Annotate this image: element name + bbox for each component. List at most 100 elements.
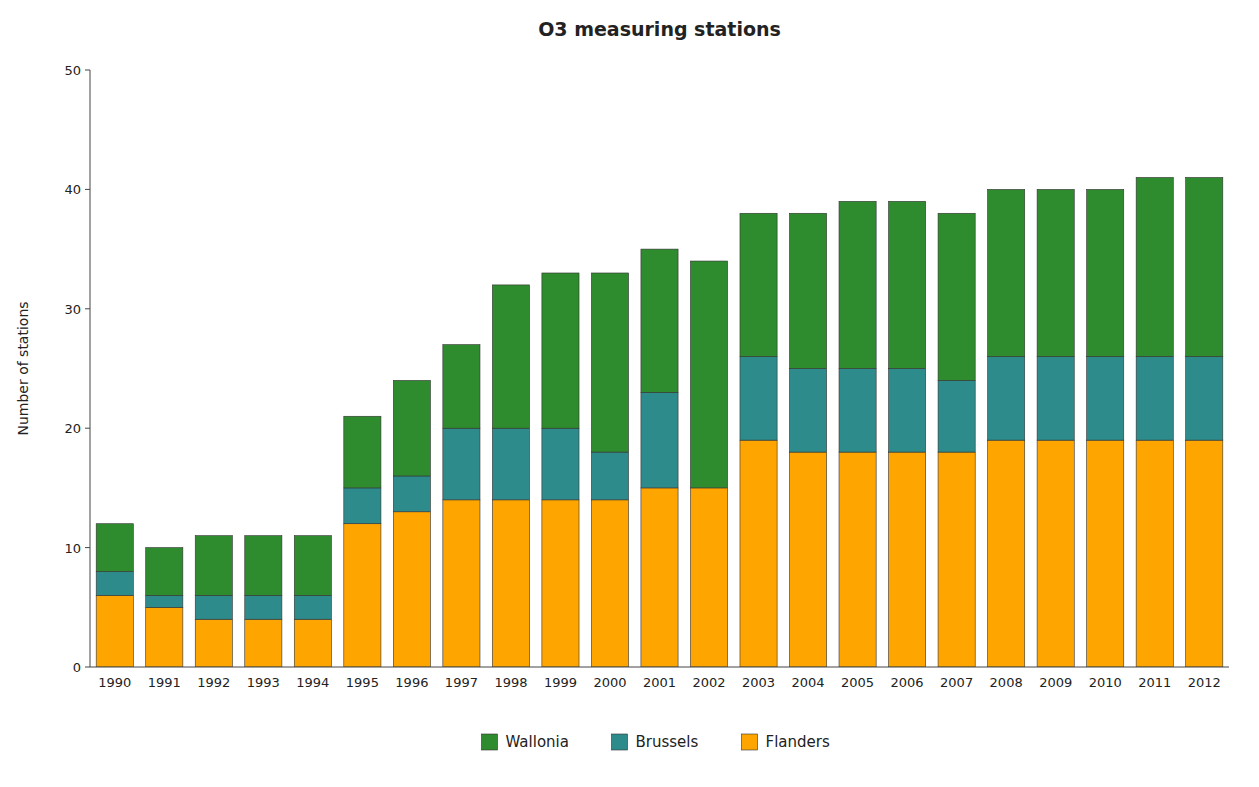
x-tick-label: 2009 bbox=[1039, 675, 1072, 690]
legend-label: Brussels bbox=[636, 733, 699, 751]
bar-segment bbox=[492, 500, 529, 667]
x-tick-label: 2000 bbox=[593, 675, 626, 690]
bar-segment bbox=[393, 380, 430, 476]
title: O3 measuring stations bbox=[538, 18, 781, 40]
x-tick-label: 1997 bbox=[445, 675, 478, 690]
legend-swatch bbox=[742, 734, 758, 750]
bar-segment bbox=[988, 357, 1025, 441]
x-tick-label: 2006 bbox=[891, 675, 924, 690]
bar-segment bbox=[393, 512, 430, 667]
bar-segment bbox=[344, 488, 381, 524]
y-tick-label: 40 bbox=[64, 182, 81, 197]
bar-segment bbox=[1136, 440, 1173, 667]
x-tick-label: 2011 bbox=[1138, 675, 1171, 690]
bar-segment bbox=[938, 452, 975, 667]
bar-segment bbox=[195, 595, 232, 619]
bar-segment bbox=[195, 536, 232, 596]
bar-segment bbox=[195, 619, 232, 667]
bar-segment bbox=[542, 500, 579, 667]
bar-segment bbox=[1186, 357, 1223, 441]
y-tick bbox=[85, 70, 90, 71]
bar-segment bbox=[740, 440, 777, 667]
bar-segment bbox=[839, 452, 876, 667]
bar-segment bbox=[889, 201, 926, 368]
x-tick-label: 1991 bbox=[148, 675, 181, 690]
bar-segment bbox=[591, 452, 628, 500]
bar-segment bbox=[938, 213, 975, 380]
x-tick-label: 2002 bbox=[692, 675, 725, 690]
bar-segment bbox=[96, 595, 133, 667]
y-tick-label: 50 bbox=[64, 63, 81, 78]
x-tick-label: 1994 bbox=[296, 675, 329, 690]
bars bbox=[96, 177, 1223, 667]
y-axis-label: Number of stations bbox=[15, 301, 31, 435]
bar-segment bbox=[294, 595, 331, 619]
bar-segment bbox=[443, 345, 480, 429]
bar-segment bbox=[889, 452, 926, 667]
bar-segment bbox=[146, 548, 183, 596]
bar-segment bbox=[146, 595, 183, 607]
bar-segment bbox=[344, 416, 381, 488]
legend-label: Flanders bbox=[766, 733, 830, 751]
x-tick-label: 1995 bbox=[346, 675, 379, 690]
bar-segment bbox=[492, 285, 529, 428]
bar-segment bbox=[294, 619, 331, 667]
bar-segment bbox=[542, 273, 579, 428]
bar-segment bbox=[591, 273, 628, 452]
bar-segment bbox=[96, 524, 133, 572]
bar-segment bbox=[789, 452, 826, 667]
x-tick-label: 2005 bbox=[841, 675, 874, 690]
bar-segment bbox=[591, 500, 628, 667]
bar-segment bbox=[690, 261, 727, 488]
bar-segment bbox=[1136, 357, 1173, 441]
bar-segment bbox=[988, 440, 1025, 667]
legend-swatch bbox=[482, 734, 498, 750]
axes: 0 10 20 30 40 50 1990 1991 1992 1993 1994 1995 1996 1… bbox=[64, 63, 1229, 690]
x-tick-label: 1993 bbox=[247, 675, 280, 690]
x-tick-label: 2003 bbox=[742, 675, 775, 690]
bar-segment bbox=[938, 380, 975, 452]
bar-segment bbox=[641, 249, 678, 392]
bar-segment bbox=[1037, 189, 1074, 356]
bar-segment bbox=[492, 428, 529, 500]
x-tick-label: 2012 bbox=[1188, 675, 1221, 690]
bar-segment bbox=[245, 619, 282, 667]
bar-segment bbox=[641, 488, 678, 667]
y-tick bbox=[85, 547, 90, 548]
bar-segment bbox=[889, 369, 926, 453]
bar-segment bbox=[1037, 357, 1074, 441]
bar-segment bbox=[1087, 357, 1124, 441]
x-tick-label: 2007 bbox=[940, 675, 973, 690]
x-tick-label: 1992 bbox=[197, 675, 230, 690]
y-tick-label: 20 bbox=[64, 421, 81, 436]
legend-label: Wallonia bbox=[506, 733, 569, 751]
bar-segment bbox=[245, 595, 282, 619]
chart: O3 measuring stations Number of stations 0… bbox=[0, 0, 1259, 787]
x-tick-label: 2010 bbox=[1089, 675, 1122, 690]
y-tick-label: 10 bbox=[64, 541, 81, 556]
y-tick bbox=[85, 308, 90, 309]
bar-segment bbox=[839, 201, 876, 368]
bar-segment bbox=[294, 536, 331, 596]
bar-segment bbox=[789, 213, 826, 368]
y-tick-label: 0 bbox=[73, 660, 81, 675]
bar-segment bbox=[146, 607, 183, 667]
y-tick bbox=[85, 189, 90, 190]
bar-segment bbox=[641, 392, 678, 488]
bar-segment bbox=[96, 571, 133, 595]
x-tick-label: 1998 bbox=[494, 675, 527, 690]
x-tick-label: 1990 bbox=[98, 675, 131, 690]
x-tick-label: 1996 bbox=[395, 675, 428, 690]
bar-segment bbox=[789, 369, 826, 453]
y-axis-line bbox=[90, 70, 91, 667]
y-tick bbox=[85, 428, 90, 429]
x-tick-label: 1999 bbox=[544, 675, 577, 690]
bar-segment bbox=[839, 369, 876, 453]
bar-segment bbox=[690, 488, 727, 667]
bar-segment bbox=[988, 189, 1025, 356]
x-tick-label: 2004 bbox=[792, 675, 825, 690]
y-tick-label: 30 bbox=[64, 302, 81, 317]
bar-segment bbox=[344, 524, 381, 667]
bar-segment bbox=[1186, 440, 1223, 667]
bar-segment bbox=[1087, 440, 1124, 667]
